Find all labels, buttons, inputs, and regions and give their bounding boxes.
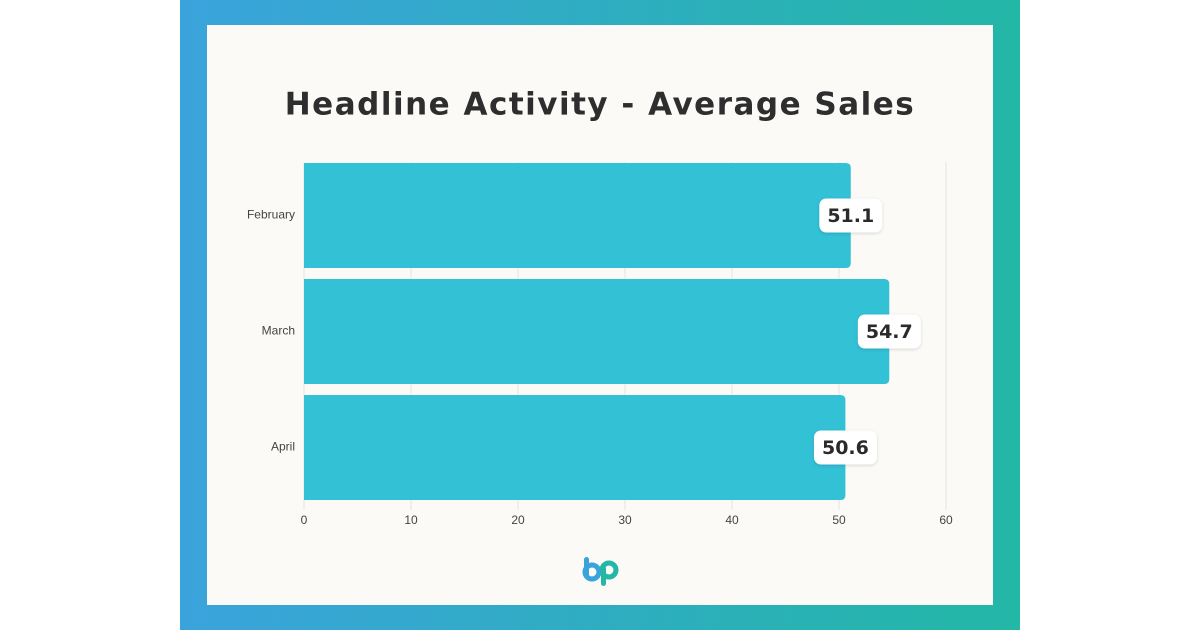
data-label-text: 54.7: [866, 321, 913, 343]
x-tick-label: 30: [618, 513, 632, 527]
x-tick-label: 0: [301, 513, 308, 527]
logo-bowl-b: [582, 562, 602, 582]
plot-area: 0 10 20 30 40 50 60 February 51.1 March 54.7 April 5…: [247, 162, 953, 527]
y-tick-label: March: [262, 324, 295, 338]
bar: [304, 395, 846, 500]
data-label-text: 50.6: [822, 437, 869, 459]
x-tick-label: 60: [939, 513, 953, 527]
data-label-box: [857, 314, 921, 349]
data-label: 54.7: [857, 314, 921, 349]
chart-title: Headline Activity - Average Sales: [285, 87, 916, 123]
data-label: 51.1: [819, 198, 883, 233]
bar: [304, 163, 851, 268]
x-tick-label: 10: [404, 513, 418, 527]
data-label: 50.6: [813, 430, 877, 465]
data-label-text: 51.1: [827, 205, 874, 227]
y-tick-label: April: [271, 440, 295, 454]
logo: [582, 557, 619, 586]
x-tick-label: 50: [832, 513, 846, 527]
y-tick-label: February: [247, 208, 295, 222]
data-label-box: [819, 198, 883, 233]
logo-stem-p: [601, 566, 606, 586]
x-tick-label: 40: [725, 513, 739, 527]
bar: [304, 279, 890, 384]
data-label-box: [813, 430, 877, 465]
x-tick-label: 20: [511, 513, 525, 527]
